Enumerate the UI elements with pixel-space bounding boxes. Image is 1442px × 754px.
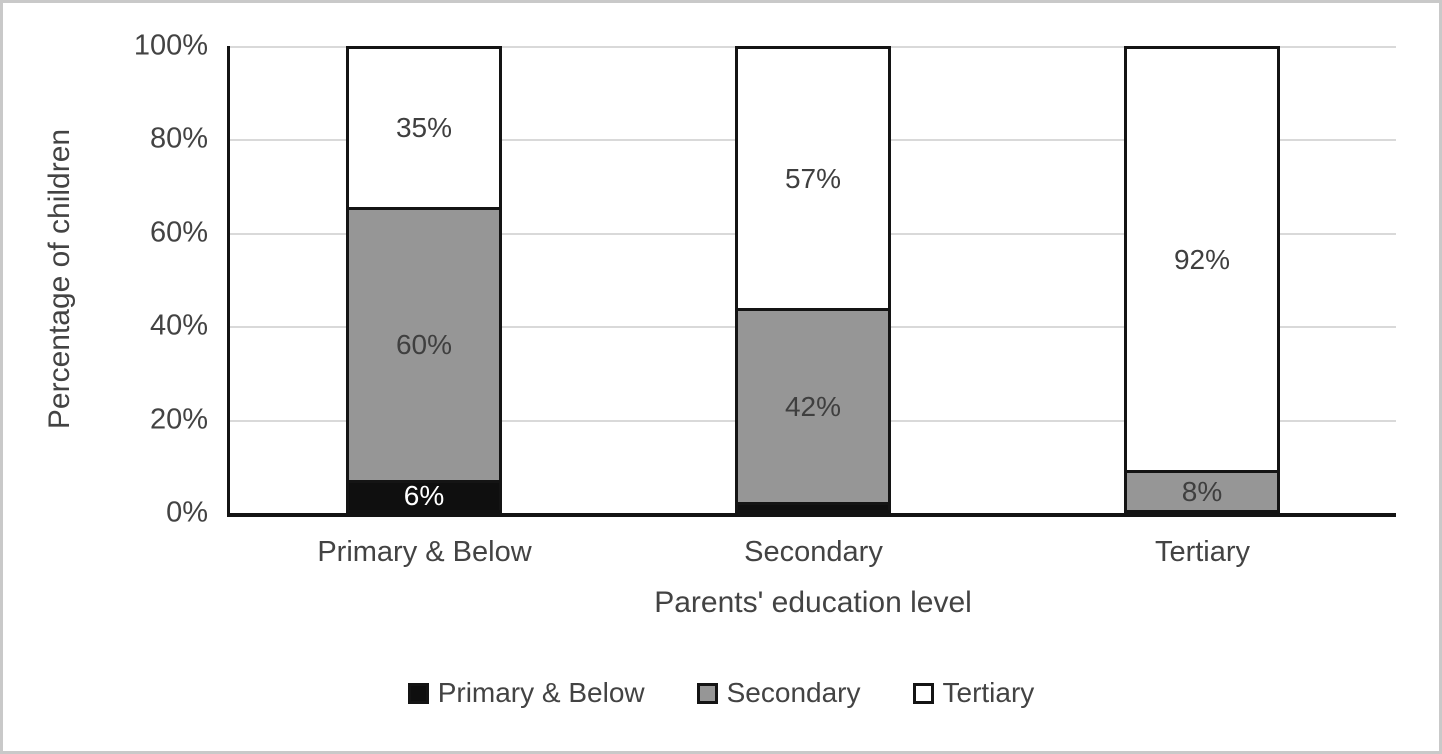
bar-segment-black: [738, 502, 888, 510]
plot-area: 35% 60% 6% 57% 42% 92% 8%: [227, 46, 1396, 517]
data-label: 92%: [1173, 243, 1231, 275]
x-tick-tertiary: Tertiary: [1154, 536, 1251, 568]
bar-segment-gray: 42%: [738, 308, 888, 503]
y-tick-40: 40%: [149, 309, 208, 342]
data-label: 35%: [395, 111, 453, 143]
bar-primary-below: 35% 60% 6%: [346, 46, 502, 513]
x-axis-line: [227, 513, 1396, 517]
x-axis-title: Parents' education level: [654, 586, 972, 619]
bar-segment-gray: 8%: [1127, 470, 1277, 510]
bar-segment-gray: 60%: [349, 206, 499, 480]
y-tick-100: 100%: [133, 29, 208, 62]
bar-segment-black: 6%: [349, 479, 499, 512]
y-axis-line: [227, 46, 230, 517]
legend-item-primary-below: Primary & Below: [407, 677, 645, 709]
bar-segment-white: 92%: [1127, 49, 1277, 471]
legend-item-tertiary: Tertiary: [912, 677, 1035, 709]
y-tick-0: 0%: [166, 496, 208, 529]
data-label: 42%: [784, 390, 842, 422]
legend-swatch-gray: [696, 682, 718, 704]
legend-label: Secondary: [726, 677, 861, 708]
legend-item-secondary: Secondary: [696, 677, 861, 709]
chart-legend: Primary & Below Secondary Tertiary: [3, 677, 1439, 709]
legend-label: Primary & Below: [437, 677, 645, 708]
legend-swatch-black: [407, 682, 429, 704]
bar-tertiary: 92% 8%: [1124, 46, 1280, 513]
y-axis-tick-labels: 100% 80% 60% 40% 20% 0%: [3, 31, 208, 527]
y-tick-20: 20%: [149, 403, 208, 436]
bar-segment-white: 57%: [738, 49, 888, 309]
legend-label: Tertiary: [942, 677, 1035, 708]
legend-swatch-white: [912, 682, 934, 704]
x-tick-primary-below: Primary & Below: [317, 536, 532, 568]
y-tick-80: 80%: [149, 122, 208, 155]
data-label: 60%: [395, 328, 453, 360]
y-tick-60: 60%: [149, 216, 208, 249]
data-label: 6%: [403, 480, 445, 512]
bar-segment-white: 35%: [349, 49, 499, 207]
x-tick-secondary: Secondary: [744, 536, 883, 568]
data-label: 57%: [784, 162, 842, 194]
data-label: 8%: [1181, 475, 1223, 507]
bar-secondary: 57% 42%: [735, 46, 891, 513]
